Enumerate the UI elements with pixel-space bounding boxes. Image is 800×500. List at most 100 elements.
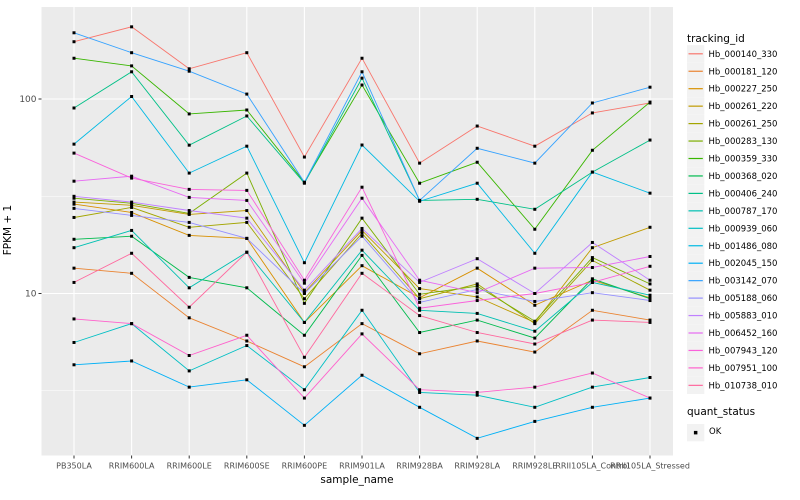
- data-point-marker: [187, 305, 191, 309]
- data-point-marker: [418, 390, 422, 394]
- x-tick-label: RRIM600PE: [282, 462, 328, 471]
- data-point-marker: [475, 287, 479, 291]
- data-point-marker: [418, 278, 422, 282]
- data-point-marker: [245, 286, 249, 290]
- data-point-marker: [360, 56, 364, 60]
- data-point-marker: [245, 339, 249, 343]
- data-point-marker: [533, 322, 537, 326]
- data-point-marker: [360, 308, 364, 312]
- data-point-marker: [648, 85, 652, 89]
- data-point-marker: [360, 226, 364, 230]
- data-point-marker: [187, 211, 191, 215]
- data-point-marker: [245, 114, 249, 118]
- data-point-marker: [72, 56, 76, 60]
- legend-label: Hb_000368_020: [709, 172, 778, 182]
- data-point-marker: [245, 236, 249, 240]
- data-point-marker: [360, 332, 364, 336]
- data-point-marker: [590, 308, 594, 312]
- data-point-marker: [475, 295, 479, 299]
- data-point-marker: [475, 318, 479, 322]
- data-point-marker: [130, 322, 134, 326]
- data-point-marker: [130, 234, 134, 238]
- data-point-marker: [590, 371, 594, 375]
- data-point-marker: [245, 144, 249, 148]
- quant-legend-marker: [693, 430, 698, 435]
- data-point-marker: [533, 303, 537, 307]
- data-point-marker: [475, 146, 479, 150]
- data-point-marker: [302, 396, 306, 400]
- data-point-marker: [245, 250, 249, 254]
- data-point-marker: [302, 292, 306, 295]
- data-point-marker: [72, 40, 76, 44]
- data-point-marker: [130, 174, 134, 178]
- data-point-marker: [648, 396, 652, 400]
- data-point-marker: [72, 317, 76, 321]
- legend-label: Hb_000283_130: [709, 137, 778, 147]
- data-point-marker: [648, 254, 652, 258]
- data-point-marker: [418, 388, 422, 392]
- data-point-marker: [418, 306, 422, 310]
- x-tick-label: RRIM928BA: [396, 462, 443, 471]
- data-point-marker: [590, 111, 594, 115]
- data-point-marker: [418, 331, 422, 335]
- data-point-marker: [245, 171, 249, 175]
- data-point-marker: [302, 301, 306, 305]
- data-point-marker: [130, 359, 134, 363]
- data-point-marker: [648, 288, 652, 292]
- data-point-marker: [648, 375, 652, 379]
- data-point-marker: [590, 256, 594, 260]
- data-point-marker: [648, 225, 652, 229]
- data-point-marker: [187, 69, 191, 73]
- data-point-marker: [648, 299, 652, 303]
- data-point-marker: [187, 353, 191, 357]
- legend-label: Hb_003142_070: [709, 277, 778, 287]
- data-point-marker: [418, 352, 422, 356]
- data-point-marker: [245, 333, 249, 337]
- data-point-marker: [130, 51, 134, 55]
- legend-label: Hb_002045_150: [709, 259, 778, 269]
- data-point-marker: [475, 124, 479, 128]
- data-point-marker: [302, 320, 306, 324]
- data-point-marker: [302, 333, 306, 337]
- data-point-marker: [533, 336, 537, 340]
- data-point-marker: [418, 280, 422, 284]
- data-point-marker: [533, 251, 537, 255]
- data-point-marker: [360, 322, 364, 326]
- data-point-marker: [130, 70, 134, 74]
- data-point-marker: [302, 423, 306, 427]
- x-tick-label: RRIM928LE: [512, 462, 557, 471]
- data-point-marker: [533, 329, 537, 333]
- data-point-marker: [475, 393, 479, 397]
- data-point-marker: [72, 206, 76, 210]
- data-point-marker: [245, 216, 249, 220]
- x-tick-label: RRIM901LA: [339, 462, 385, 471]
- data-point-marker: [475, 197, 479, 201]
- data-point-marker: [475, 257, 479, 261]
- data-point-marker: [72, 106, 76, 110]
- legend-label: Hb_007943_120: [709, 346, 778, 356]
- data-point-marker: [187, 209, 191, 213]
- data-point-marker: [245, 220, 249, 224]
- data-point-marker: [590, 405, 594, 409]
- legend-label: Hb_000227_250: [709, 85, 778, 95]
- data-point-marker: [418, 308, 422, 312]
- data-point-marker: [360, 228, 364, 232]
- data-point-marker: [533, 207, 537, 211]
- x-tick-label: RRIM600SE: [224, 462, 270, 471]
- data-point-marker: [302, 180, 306, 184]
- data-point-marker: [590, 291, 594, 295]
- data-point-marker: [187, 385, 191, 389]
- data-point-marker: [245, 51, 249, 55]
- data-point-marker: [590, 246, 594, 250]
- x-tick-label: RRIM600LA: [109, 462, 155, 471]
- data-point-marker: [187, 220, 191, 224]
- data-point-marker: [648, 293, 652, 297]
- data-point-marker: [130, 271, 134, 275]
- data-point-marker: [187, 275, 191, 279]
- data-point-marker: [130, 200, 134, 204]
- data-point-marker: [187, 316, 191, 320]
- data-point-marker: [187, 286, 191, 290]
- data-point-marker: [418, 287, 422, 291]
- data-point-marker: [648, 191, 652, 195]
